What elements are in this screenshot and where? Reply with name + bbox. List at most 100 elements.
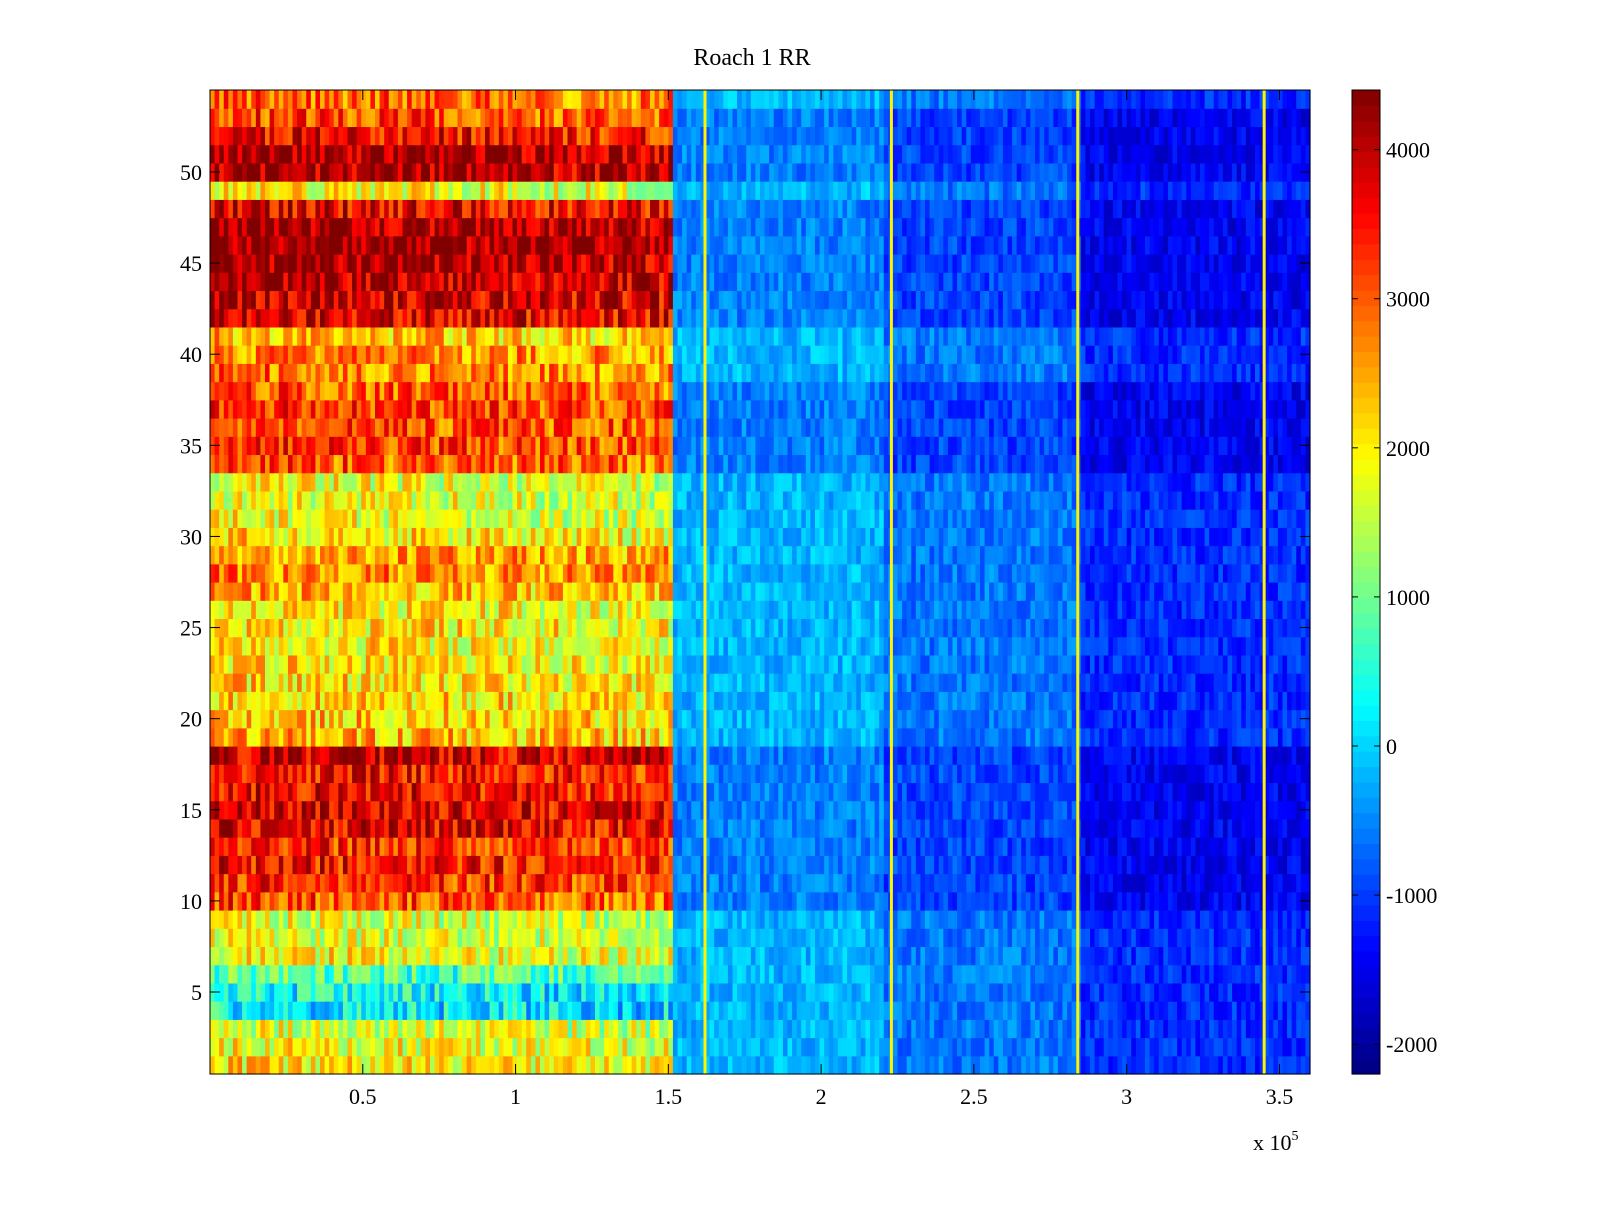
heatmap-cell — [356, 709, 362, 729]
heatmap-cell — [512, 181, 518, 200]
heatmap-cell — [210, 272, 216, 292]
heatmap-cell — [260, 1019, 266, 1039]
heatmap-cell — [356, 454, 362, 474]
heatmap-cell — [549, 910, 555, 929]
heatmap-cell — [384, 490, 390, 510]
heatmap-cell — [544, 235, 550, 255]
heatmap-cell — [210, 782, 216, 802]
heatmap-cell — [269, 709, 275, 729]
heatmap-cell — [425, 217, 431, 237]
heatmap-cell — [558, 928, 564, 948]
heatmap-cell — [480, 199, 486, 219]
heatmap-cell — [452, 509, 459, 528]
heatmap-cell — [489, 363, 495, 383]
heatmap-cell — [329, 964, 335, 984]
heatmap-cell — [567, 618, 573, 638]
heatmap-cell — [411, 418, 417, 437]
heatmap-cell — [489, 545, 495, 565]
heatmap-cell — [567, 527, 573, 547]
heatmap-cell — [631, 691, 637, 711]
heatmap-cell — [475, 381, 482, 401]
heatmap-cell — [576, 144, 582, 164]
heatmap-cell — [333, 326, 339, 346]
heatmap-cell — [599, 1037, 605, 1057]
heatmap-cell — [329, 199, 335, 219]
heatmap-cell — [544, 855, 550, 875]
heatmap-cell — [599, 308, 605, 328]
heatmap-cell — [320, 454, 326, 474]
heatmap-cell — [407, 144, 413, 164]
heatmap-cell — [590, 272, 596, 292]
heatmap-cell — [292, 326, 298, 346]
heatmap-cell — [324, 1055, 330, 1075]
heatmap-cell — [310, 1019, 317, 1039]
heatmap-cell — [375, 782, 381, 802]
heatmap-cell — [521, 891, 527, 911]
heatmap-cell — [338, 418, 344, 437]
heatmap-cell — [223, 545, 229, 565]
heatmap-cell — [287, 618, 294, 638]
heatmap-cell — [278, 181, 284, 200]
heatmap-cell — [595, 563, 601, 583]
heatmap-cell — [352, 600, 358, 620]
heatmap-cell — [370, 272, 376, 292]
heatmap-cell — [530, 818, 537, 838]
heatmap-cell — [562, 1001, 569, 1020]
heatmap-cell — [475, 490, 482, 510]
heatmap-cell — [402, 891, 408, 911]
heatmap-cell — [342, 746, 349, 765]
heatmap-cell — [232, 272, 239, 292]
heatmap-cell — [384, 545, 390, 565]
heatmap-cell — [434, 545, 440, 565]
heatmap-cell — [255, 636, 262, 656]
heatmap-cell — [356, 235, 362, 255]
heatmap-cell — [480, 108, 486, 128]
heatmap-cell — [370, 199, 376, 219]
heatmap-cell — [402, 217, 408, 237]
heatmap-cell — [503, 254, 509, 273]
heatmap-cell — [347, 290, 353, 310]
heatmap-cell — [242, 472, 248, 492]
heatmap-cell — [297, 126, 303, 146]
heatmap-cell — [246, 509, 252, 528]
heatmap-cell — [567, 381, 573, 401]
heatmap-cell — [466, 199, 472, 219]
heatmap-cell — [572, 472, 578, 492]
heatmap-cell — [530, 1055, 537, 1075]
heatmap-cell — [540, 126, 546, 146]
heatmap-cell — [526, 1001, 532, 1020]
heatmap-cell — [526, 818, 532, 838]
heatmap-cell — [223, 891, 229, 911]
heatmap-cell — [237, 217, 243, 237]
heatmap-cell — [269, 363, 275, 383]
heatmap-cell — [590, 381, 596, 401]
heatmap-cell — [379, 873, 385, 893]
heatmap-cell — [503, 964, 509, 984]
heatmap-cell — [540, 800, 546, 820]
heatmap-cell — [553, 181, 559, 200]
heatmap-cell — [292, 1019, 298, 1039]
heatmap-cell — [585, 254, 592, 273]
heatmap-cell — [320, 964, 326, 984]
heatmap-cell — [512, 162, 518, 182]
heatmap-cell — [361, 199, 367, 219]
heatmap-cell — [595, 272, 601, 292]
heatmap-cell — [260, 946, 266, 966]
heatmap-cell — [631, 673, 637, 692]
heatmap-cell — [627, 855, 633, 875]
heatmap-cell — [567, 1037, 573, 1057]
heatmap-cell — [210, 235, 216, 255]
heatmap-cell — [306, 90, 312, 109]
heatmap-cell — [430, 181, 436, 200]
heatmap-cell — [242, 418, 248, 437]
heatmap-cell — [375, 600, 381, 620]
heatmap-cell — [494, 272, 500, 292]
heatmap-cell — [228, 1019, 234, 1039]
heatmap-cell — [324, 199, 330, 219]
heatmap-cell — [494, 345, 500, 364]
heatmap-cell — [526, 527, 532, 547]
heatmap-cell — [232, 746, 239, 765]
heatmap-cell — [553, 454, 559, 474]
heatmap-cell — [613, 837, 619, 856]
heatmap-cell — [494, 418, 500, 437]
